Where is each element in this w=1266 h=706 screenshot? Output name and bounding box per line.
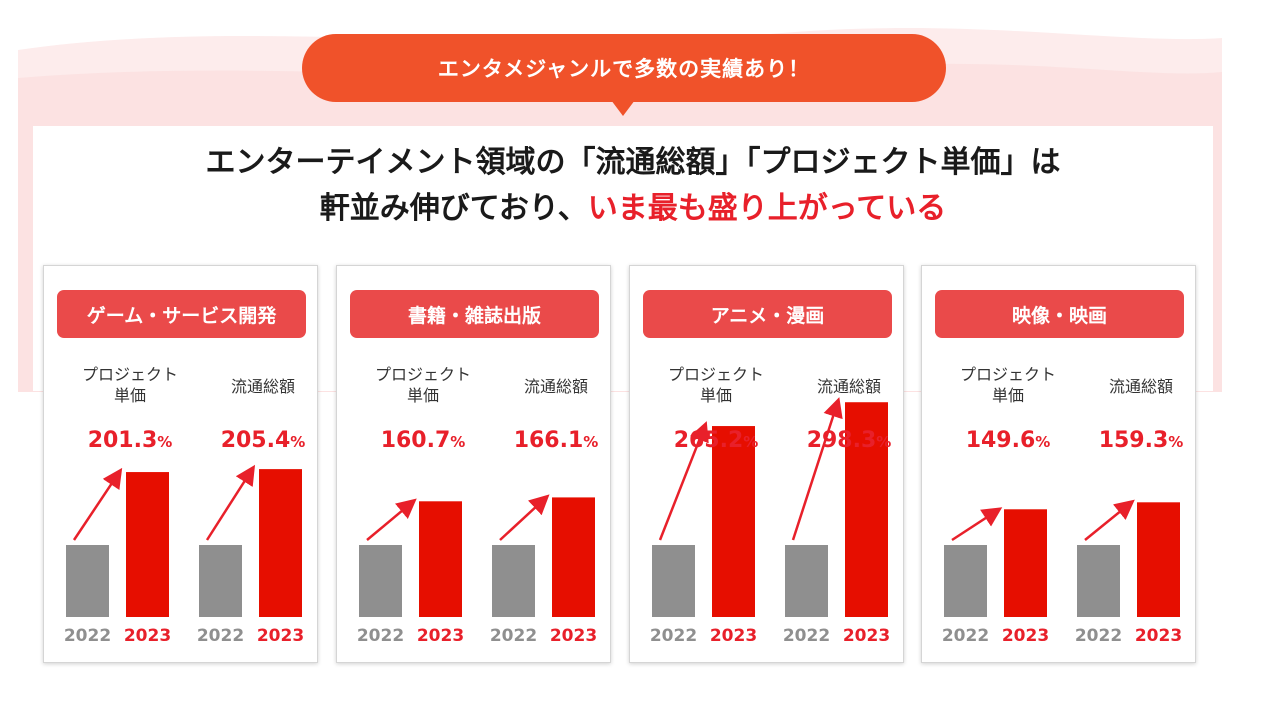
growth-unit: %	[157, 433, 173, 451]
year-label-2023: 2023	[123, 626, 172, 646]
growth-unit: %	[450, 433, 466, 451]
bar-2023	[712, 426, 755, 617]
growth-arrow	[366, 498, 417, 541]
headline-line-2-accent: いま最も盛り上がっている	[587, 191, 947, 226]
bar-2023	[1137, 502, 1180, 617]
growth-arrow	[205, 464, 256, 541]
bar-chart	[652, 397, 888, 617]
growth-label: 265.2%	[655, 428, 777, 453]
growth-arrow	[791, 397, 843, 541]
year-label-2022: 2022	[649, 626, 698, 646]
bar-chart	[66, 464, 302, 617]
bar-2022	[785, 545, 828, 617]
year-label-2023: 2023	[842, 626, 891, 646]
growth-unit: %	[1168, 433, 1184, 451]
bar-2023	[1004, 509, 1047, 617]
growth-unit: %	[583, 433, 599, 451]
bar-2022	[652, 545, 695, 617]
growth-value: 166.1	[513, 428, 584, 453]
banner-tail	[611, 100, 635, 116]
growth-label: 205.4%	[202, 428, 324, 453]
year-label-2023: 2023	[1001, 626, 1050, 646]
growth-arrow	[72, 467, 123, 541]
metric-label: 流通総額	[816, 377, 881, 396]
chart-card: 映像・映画プロジェクト 単価 149.6% 2022 2023 流通総額 159.3% 20…	[921, 265, 1196, 663]
bar-2022	[199, 545, 242, 617]
growth-value: 160.7	[380, 428, 451, 453]
growth-arrow	[1084, 499, 1135, 541]
growth-unit: %	[1035, 433, 1051, 451]
card-title: アニメ・漫画	[643, 290, 892, 338]
year-label-2022: 2022	[1074, 626, 1123, 646]
genre-banner: エンタメジャンルで多数の実績あり！	[302, 34, 946, 102]
year-label-2022: 2022	[356, 626, 405, 646]
bar-2023	[126, 472, 169, 617]
growth-arrow	[951, 507, 1003, 542]
card-title: 映像・映画	[935, 290, 1184, 338]
growth-label: 201.3%	[69, 428, 191, 453]
bar-chart	[944, 499, 1180, 617]
bar-2022	[944, 545, 987, 617]
growth-label: 298.3%	[788, 428, 910, 453]
banner-text: エンタメジャンルで多数の実績あり！	[437, 57, 811, 81]
year-label-2022: 2022	[782, 626, 831, 646]
growth-label: 159.3%	[1080, 428, 1202, 453]
growth-label: 149.6%	[947, 428, 1069, 453]
headline-line-2: 軒並み伸びており、いま最も盛り上がっている	[0, 186, 1266, 232]
year-label-2022: 2022	[489, 626, 538, 646]
headline: エンターテイメント領域の「流通総額」「プロジェクト単価」は 軒並み伸びており、い…	[0, 140, 1266, 232]
bar-2023	[845, 402, 888, 617]
growth-value: 205.4	[220, 428, 291, 453]
bar-2023	[259, 469, 302, 617]
bar-2022	[359, 545, 402, 617]
year-label-2022: 2022	[196, 626, 245, 646]
headline-line-2-prefix: 軒並み伸びており、	[319, 191, 588, 226]
year-label-2023: 2023	[1134, 626, 1183, 646]
metric-label: プロジェクト 単価	[81, 365, 178, 405]
growth-unit: %	[876, 433, 892, 451]
bar-2023	[419, 501, 462, 617]
metric-label: 流通総額	[523, 377, 588, 396]
year-label-2022: 2022	[63, 626, 112, 646]
growth-unit: %	[743, 433, 759, 451]
growth-unit: %	[290, 433, 306, 451]
chart-card: アニメ・漫画 プロジェクト 単価 265.2% 2022 2023 流通総額 298.3% 2…	[629, 265, 904, 663]
metric-label: プロジェクト 単価	[667, 365, 764, 405]
growth-label: 160.7%	[362, 428, 484, 453]
bar-2022	[1077, 545, 1120, 617]
bar-2023	[552, 497, 595, 617]
card-title: ゲーム・サービス開発	[57, 290, 306, 338]
growth-value: 265.2	[673, 428, 744, 453]
metric-label: 流通総額	[1108, 377, 1173, 396]
chart-card: ゲーム・サービス開発プロジェクト 単価 201.3% 2022 2023 流通総額 205…	[43, 265, 318, 663]
chart-card: 書籍・雑誌出版プロジェクト 単価 160.7% 2022 2023 流通総額 166.1%…	[336, 265, 611, 663]
growth-value: 149.6	[965, 428, 1036, 453]
metric-label: 流通総額	[230, 377, 295, 396]
growth-value: 298.3	[806, 428, 877, 453]
year-label-2023: 2023	[549, 626, 598, 646]
year-label-2023: 2023	[709, 626, 758, 646]
year-label-2023: 2023	[256, 626, 305, 646]
card-title: 書籍・雑誌出版	[350, 290, 599, 338]
metric-label: プロジェクト 単価	[959, 365, 1056, 405]
bar-chart	[359, 494, 595, 617]
bar-2022	[492, 545, 535, 617]
year-label-2022: 2022	[941, 626, 990, 646]
growth-arrow	[658, 421, 709, 541]
metric-label: プロジェクト 単価	[374, 365, 471, 405]
bar-2022	[66, 545, 109, 617]
growth-value: 201.3	[87, 428, 158, 453]
year-label-2023: 2023	[416, 626, 465, 646]
growth-arrow	[499, 494, 550, 541]
headline-line-1: エンターテイメント領域の「流通総額」「プロジェクト単価」は	[205, 145, 1061, 180]
growth-value: 159.3	[1098, 428, 1169, 453]
growth-label: 166.1%	[495, 428, 617, 453]
